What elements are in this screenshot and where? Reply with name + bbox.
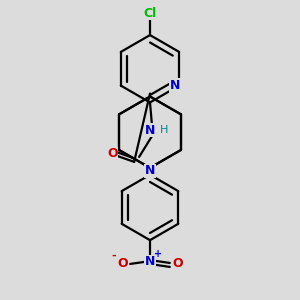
Text: O: O [107, 148, 118, 160]
Text: N: N [170, 79, 180, 92]
Text: O: O [172, 257, 183, 270]
Text: -: - [111, 251, 116, 261]
Text: +: + [154, 249, 162, 259]
Text: N: N [145, 256, 155, 268]
Text: N: N [145, 164, 155, 177]
Text: H: H [160, 125, 168, 135]
Text: O: O [117, 257, 128, 270]
Text: N: N [145, 124, 155, 137]
Text: Cl: Cl [143, 7, 157, 20]
